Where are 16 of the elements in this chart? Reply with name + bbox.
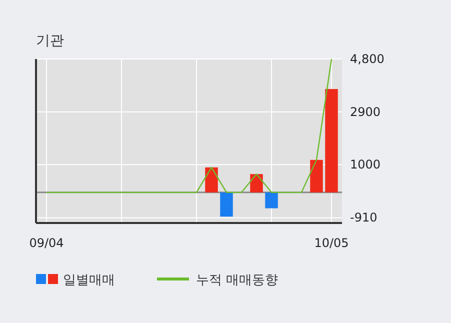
bar <box>265 192 278 208</box>
y-tick-label: 2900 <box>350 104 381 119</box>
bar <box>325 89 338 192</box>
legend-label: 누적 매매동향 <box>196 273 278 288</box>
bar <box>310 160 323 192</box>
bar <box>205 167 218 192</box>
legend-label: 일별매매 <box>63 273 115 288</box>
x-tick-label: 09/04 <box>29 236 64 250</box>
chart-title: 기관 <box>36 33 64 49</box>
y-tick-label: 4,800 <box>350 52 384 66</box>
y-tick-label: 1000 <box>350 158 381 172</box>
bar <box>220 192 233 217</box>
x-tick-label: 10/05 <box>314 236 349 250</box>
line-series <box>46 58 332 194</box>
y-tick-label: -910 <box>350 210 378 225</box>
bar <box>250 174 263 192</box>
